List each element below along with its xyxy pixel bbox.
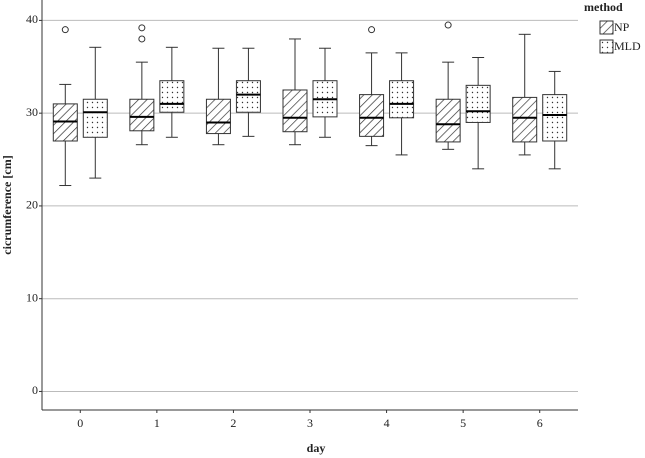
legend-label: MLD <box>614 39 641 53</box>
outlier <box>444 21 452 29</box>
box <box>129 98 155 132</box>
y-tick-label: 10 <box>26 290 38 304</box>
legend-title: method <box>584 0 623 14</box>
outlier <box>138 24 146 32</box>
outlier <box>138 35 146 43</box>
box <box>359 94 385 137</box>
x-tick-label: 3 <box>307 416 313 430</box>
box <box>205 98 231 135</box>
y-tick-label: 40 <box>26 12 38 26</box>
x-tick-label: 4 <box>384 416 390 430</box>
x-tick-label: 6 <box>537 416 543 430</box>
box <box>159 80 185 113</box>
box <box>389 80 415 119</box>
box <box>435 98 461 143</box>
x-tick-label: 5 <box>460 416 466 430</box>
box <box>465 84 491 123</box>
outlier <box>368 26 376 34</box>
box <box>282 89 308 133</box>
legend-label: NP <box>614 20 630 34</box>
x-tick-label: 0 <box>77 416 83 430</box>
y-tick-label: 20 <box>26 198 38 212</box>
box <box>512 96 538 143</box>
x-axis-label: day <box>307 441 326 455</box>
y-axis-label: cicrumference [cm] <box>0 155 14 254</box>
y-tick-label: 0 <box>32 383 38 397</box>
legend-swatch <box>599 39 614 54</box>
box <box>235 80 261 113</box>
x-tick-label: 2 <box>230 416 236 430</box>
box <box>82 98 108 138</box>
box <box>542 94 568 142</box>
legend-swatch <box>599 20 614 35</box>
y-tick-label: 30 <box>26 105 38 119</box>
x-tick-label: 1 <box>154 416 160 430</box>
outlier <box>61 26 69 34</box>
